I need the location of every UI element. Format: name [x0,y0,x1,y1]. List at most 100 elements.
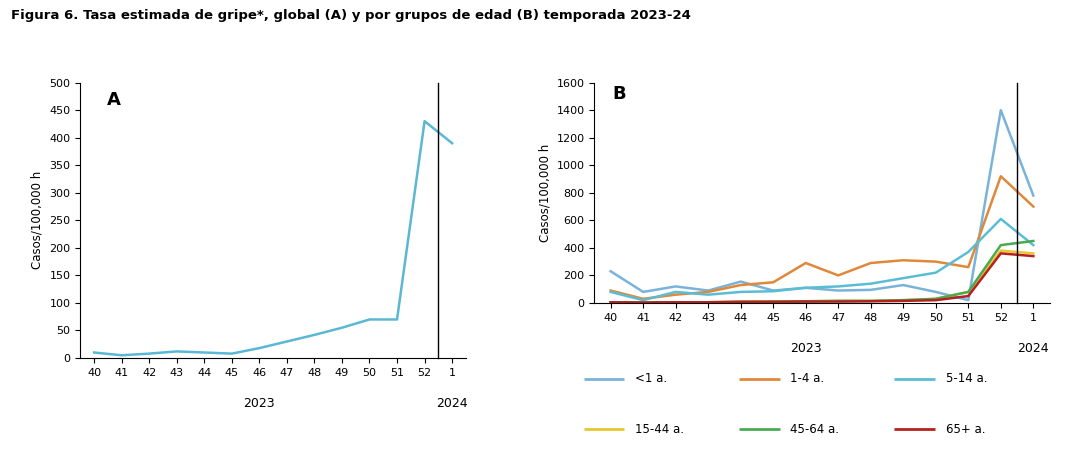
15-44 a. [1027,251,1040,256]
5-14 a. [767,288,780,294]
Text: 45-64 a.: 45-64 a. [790,423,840,436]
1-4 a. [799,260,812,266]
<1 a. [702,288,714,293]
15-44 a. [767,299,780,304]
5-14 a. [832,284,845,289]
15-44 a. [637,300,650,305]
65+ a. [962,293,975,299]
1-4 a. [735,282,748,288]
5-14 a. [896,275,909,281]
5-14 a. [735,289,748,295]
65+ a. [1027,253,1040,259]
45-64 a. [735,299,748,305]
1-4 a. [962,264,975,270]
5-14 a. [962,249,975,255]
Line: <1 a.: <1 a. [610,110,1034,300]
<1 a. [799,285,812,291]
<1 a. [962,297,975,303]
<1 a. [637,289,650,295]
1-4 a. [669,292,682,297]
Y-axis label: Casos/100,000 h: Casos/100,000 h [538,144,550,242]
5-14 a. [702,292,714,297]
<1 a. [896,282,909,288]
15-44 a. [669,299,682,305]
45-64 a. [832,298,845,304]
1-4 a. [832,273,845,278]
Text: 2024: 2024 [436,397,468,410]
<1 a. [994,107,1007,113]
45-64 a. [930,296,942,302]
5-14 a. [669,289,682,295]
1-4 a. [702,289,714,295]
15-44 a. [604,299,617,305]
1-4 a. [864,260,877,266]
Y-axis label: Casos/100,000 h: Casos/100,000 h [31,171,44,269]
45-64 a. [669,299,682,305]
45-64 a. [799,298,812,304]
5-14 a. [1027,242,1040,248]
15-44 a. [896,297,909,303]
Line: 5-14 a.: 5-14 a. [610,219,1034,300]
65+ a. [702,299,714,305]
1-4 a. [604,288,617,293]
65+ a. [669,299,682,305]
45-64 a. [1027,238,1040,244]
65+ a. [735,299,748,305]
45-64 a. [864,298,877,304]
<1 a. [930,289,942,295]
1-4 a. [994,174,1007,179]
Text: 2023: 2023 [790,342,821,355]
15-44 a. [832,298,845,304]
<1 a. [669,284,682,289]
<1 a. [864,287,877,293]
5-14 a. [864,281,877,286]
45-64 a. [604,299,617,305]
5-14 a. [930,270,942,275]
45-64 a. [767,299,780,304]
Text: Figura 6. Tasa estimada de gripe*, global (A) y por grupos de edad (B) temporada: Figura 6. Tasa estimada de gripe*, globa… [11,9,691,22]
65+ a. [930,297,942,303]
Line: 1-4 a.: 1-4 a. [610,176,1034,299]
1-4 a. [1027,204,1040,209]
1-4 a. [767,280,780,285]
<1 a. [1027,193,1040,198]
45-64 a. [637,300,650,305]
45-64 a. [962,289,975,295]
Text: <1 a.: <1 a. [635,372,667,385]
65+ a. [799,299,812,304]
<1 a. [735,279,748,284]
1-4 a. [930,259,942,264]
15-44 a. [930,296,942,302]
Text: 2024: 2024 [1017,342,1050,355]
Text: 65+ a.: 65+ a. [946,423,985,436]
65+ a. [864,298,877,304]
15-44 a. [864,298,877,304]
5-14 a. [994,216,1007,222]
65+ a. [896,298,909,304]
65+ a. [994,251,1007,256]
1-4 a. [637,296,650,302]
Line: 45-64 a.: 45-64 a. [610,241,1034,302]
15-44 a. [702,299,714,305]
Text: A: A [107,91,121,109]
Line: 15-44 a.: 15-44 a. [610,251,1034,302]
15-44 a. [994,248,1007,253]
<1 a. [767,288,780,293]
Text: 15-44 a.: 15-44 a. [635,423,684,436]
65+ a. [637,300,650,305]
Text: 1-4 a.: 1-4 a. [790,372,825,385]
<1 a. [832,288,845,293]
45-64 a. [994,242,1007,248]
5-14 a. [637,297,650,303]
<1 a. [604,269,617,274]
Text: B: B [613,85,627,103]
1-4 a. [896,257,909,263]
65+ a. [832,299,845,304]
65+ a. [604,299,617,305]
65+ a. [767,299,780,305]
Text: 2023: 2023 [243,397,275,410]
45-64 a. [702,299,714,305]
15-44 a. [799,298,812,304]
15-44 a. [962,289,975,295]
5-14 a. [604,289,617,295]
